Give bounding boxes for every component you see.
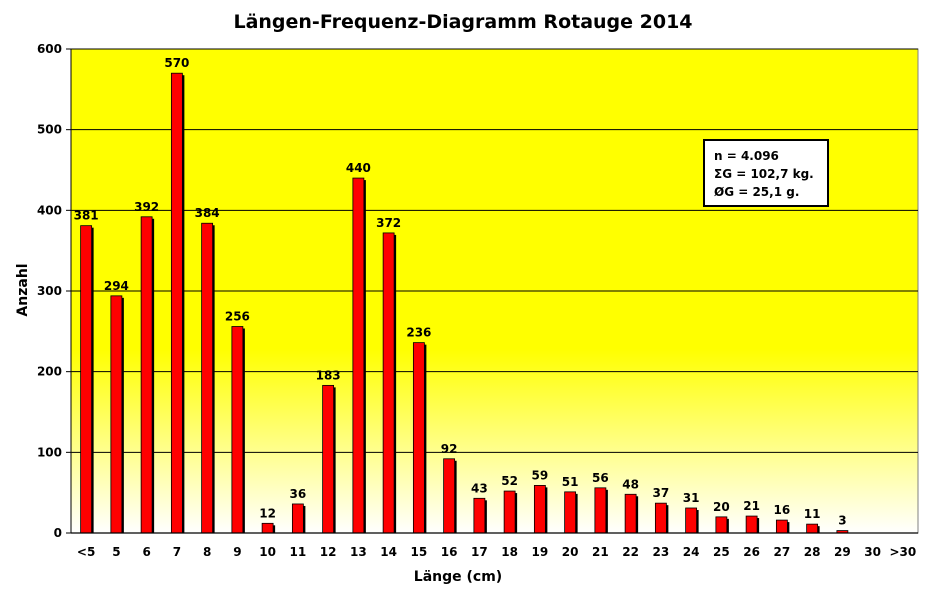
data-label-26: 21	[743, 499, 760, 513]
x-tick-label-19: 19	[532, 545, 549, 559]
x-axis-label: Länge (cm)	[414, 569, 502, 585]
data-label-17: 43	[471, 481, 488, 495]
chart-title: Längen-Frequenz-Diagramm Rotauge 2014	[233, 11, 692, 33]
x-axis-ticks: <5 5 6 7 8 9 10 11 12 13 14 15 16 17 18 19 20 21 22 23 24 25 2…	[71, 532, 918, 559]
x-tick-label-22: 22	[622, 545, 639, 559]
bar-19	[533, 485, 546, 534]
x-tick-label-30: 30	[864, 545, 881, 559]
x-tick-label-20: 20	[562, 545, 579, 559]
bar-<5	[80, 225, 93, 534]
x-tick-label-11: 11	[290, 545, 307, 559]
y-tick-label: 600	[37, 42, 62, 56]
data-label-7: 570	[164, 56, 189, 70]
data-label-11: 36	[290, 487, 307, 501]
bar-22	[624, 493, 637, 534]
x-tick-label-13: 13	[350, 545, 367, 559]
info-box: n = 4.096 ΣG = 102,7 kg. ØG = 25,1 g.	[703, 139, 829, 207]
y-tick-label: 200	[37, 365, 62, 379]
x-tick-label-7: 7	[173, 545, 181, 559]
data-label-<5: 381	[74, 209, 99, 223]
bar-5	[110, 295, 123, 534]
data-label-16: 92	[441, 442, 458, 456]
data-label-8: 384	[195, 206, 220, 220]
x-tick-label-8: 8	[203, 545, 211, 559]
data-label-25: 20	[713, 500, 730, 514]
x-tick-label-5: 5	[112, 545, 120, 559]
info-box-count: n = 4.096	[714, 149, 779, 163]
x-tick-label-6: 6	[142, 545, 150, 559]
bar-23	[654, 502, 667, 534]
data-label-15: 236	[406, 326, 431, 340]
y-tick-label: 300	[37, 284, 62, 298]
bar-17	[473, 497, 486, 534]
bar-24	[685, 507, 698, 534]
data-label-18: 52	[501, 474, 518, 488]
y-tick-label: 0	[54, 526, 62, 540]
x-tick-label-10: 10	[259, 545, 276, 559]
data-label-10: 12	[259, 506, 276, 520]
bar-8	[201, 222, 214, 534]
y-axis-ticks: 0 100 200 300 400 500 600	[37, 42, 72, 540]
bar-26	[745, 515, 758, 534]
bar-13	[352, 177, 365, 534]
bar-12	[322, 384, 335, 534]
bars	[80, 72, 850, 534]
data-label-29: 3	[838, 514, 846, 528]
bar-21	[594, 487, 607, 534]
x-tick-label-23: 23	[653, 545, 670, 559]
x-tick-label-27: 27	[774, 545, 791, 559]
data-label-19: 59	[532, 468, 549, 482]
info-box-total-weight: ΣG = 102,7 kg.	[714, 167, 814, 181]
x-tick-label-26: 26	[743, 545, 760, 559]
data-label-23: 37	[653, 486, 670, 500]
bar-9	[231, 326, 244, 534]
x-tick-label-29: 29	[834, 545, 851, 559]
bar-7	[170, 72, 183, 534]
bar-28	[806, 523, 819, 534]
data-label-20: 51	[562, 475, 579, 489]
info-box-mean-weight: ØG = 25,1 g.	[714, 185, 799, 199]
x-tick-label-16: 16	[441, 545, 458, 559]
data-label-14: 372	[376, 216, 401, 230]
bar-15	[412, 342, 425, 534]
x-tick-label-18: 18	[501, 545, 518, 559]
bar-25	[715, 516, 728, 534]
data-label-6: 392	[134, 200, 159, 214]
bar-14	[382, 232, 395, 534]
x-tick-label-15: 15	[411, 545, 428, 559]
x-tick-label-17: 17	[471, 545, 488, 559]
y-axis-label: Anzahl	[15, 263, 31, 316]
data-label-21: 56	[592, 471, 609, 485]
bar-6	[140, 216, 153, 534]
bar-18	[503, 490, 516, 534]
x-tick-label-21: 21	[592, 545, 609, 559]
x-tick-label-9: 9	[233, 545, 241, 559]
x-tick-label-<5: <5	[77, 545, 95, 559]
data-label-27: 16	[774, 503, 791, 517]
bar-10	[261, 522, 274, 534]
data-label-5: 294	[104, 279, 129, 293]
x-tick-label-24: 24	[683, 545, 700, 559]
info-box-frame	[703, 139, 829, 207]
bar-27	[775, 519, 788, 534]
bar-11	[291, 503, 304, 534]
data-label-13: 440	[346, 161, 371, 175]
x-tick-label-25: 25	[713, 545, 730, 559]
bar-20	[564, 491, 577, 534]
data-label-12: 183	[316, 368, 341, 382]
x-tick-label-14: 14	[380, 545, 397, 559]
y-tick-label: 500	[37, 123, 62, 137]
data-label-22: 48	[622, 477, 639, 491]
data-labels: 381 294 392 570 384 256 12 36 183 440 372 236 92 43 52…	[74, 56, 847, 527]
y-tick-label: 400	[37, 203, 62, 217]
data-label-28: 11	[804, 507, 821, 521]
x-tick-label-28: 28	[804, 545, 821, 559]
x-tick-label-12: 12	[320, 545, 337, 559]
y-tick-label: 100	[37, 445, 62, 459]
x-tick-label->30: >30	[889, 545, 916, 559]
data-label-24: 31	[683, 491, 700, 505]
data-label-9: 256	[225, 309, 250, 323]
bar-16	[443, 458, 456, 534]
